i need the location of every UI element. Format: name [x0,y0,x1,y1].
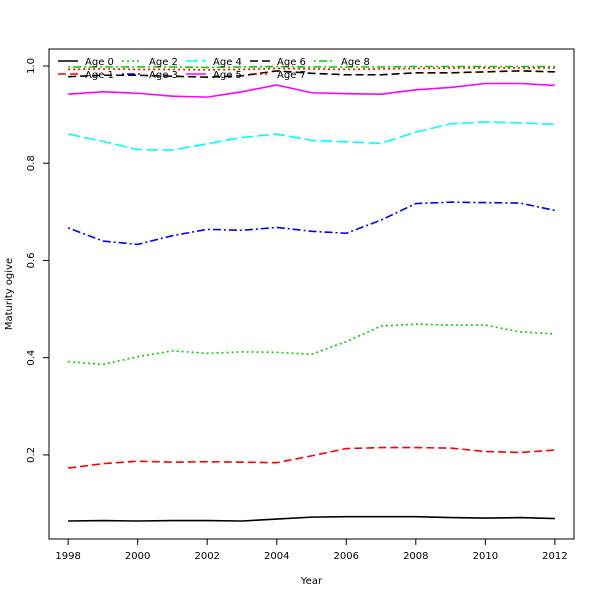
legend-label: Age 7 [277,70,306,81]
x-tick-label: 2008 [403,551,428,562]
series-line-age-6 [68,70,555,78]
legend-label: Age 2 [149,57,178,68]
series-line-age-2 [68,323,555,366]
series-line-age-7 [68,67,555,71]
x-axis: 1998 2000 2002 2004 2006 2008 2010 2012 [55,539,568,562]
x-axis-label: Year [300,576,323,587]
legend-label: Age 1 [85,70,114,81]
legend-label: Age 3 [149,70,178,81]
series-layer [67,65,556,522]
y-tick-label: 0.4 [26,350,37,366]
y-tick-label: 0.6 [26,253,37,269]
series-line-age-8 [68,65,555,69]
y-tick-label: 0.2 [26,447,37,463]
x-tick-label: 2012 [542,551,567,562]
y-tick-label: 0.8 [26,155,37,171]
x-tick-label: 2002 [194,551,219,562]
y-tick-label: 1.0 [26,58,37,74]
series-line-age-1 [68,446,555,469]
legend-label: Age 8 [341,57,370,68]
legend-label: Age 0 [85,57,114,68]
series-line-age-5 [68,82,555,98]
y-axis: 0.2 0.4 0.6 0.8 1.0 [26,58,49,463]
legend-label: Age 5 [213,70,242,81]
plot-frame [48,48,575,540]
series-line-age-0 [68,515,555,522]
series-line-age-3 [67,201,556,246]
x-tick-label: 2010 [473,551,498,562]
legend: Age 0 Age 1 Age 2 Age 3 Age 4 Age 5 Age 6 Age 7… [58,57,370,81]
x-tick-label: 2000 [125,551,150,562]
y-axis-label: Maturity ogive [4,258,15,330]
x-tick-label: 2004 [264,551,289,562]
legend-label: Age 6 [277,57,306,68]
x-tick-label: 1998 [55,551,80,562]
x-tick-label: 2006 [334,551,359,562]
series-line-age-4 [67,121,555,151]
legend-label: Age 4 [213,57,242,68]
